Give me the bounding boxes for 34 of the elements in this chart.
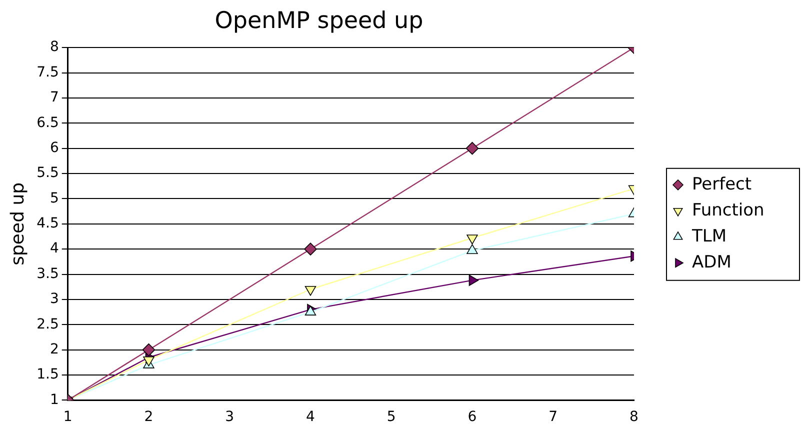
legend-label: Function <box>692 200 764 220</box>
y-tick-label: 5 <box>50 190 59 206</box>
x-tick-label: 8 <box>630 409 638 426</box>
y-tick-label: 4 <box>50 240 59 257</box>
x-tick-label: 4 <box>306 409 316 426</box>
y-tick-label: 4.5 <box>36 216 59 232</box>
legend-label: ADM <box>692 252 732 272</box>
x-tick-label: 7 <box>548 409 558 426</box>
y-tick-label: 5.5 <box>36 165 59 182</box>
y-tick-label: 7.5 <box>36 64 59 80</box>
y-tick-label: 3 <box>50 291 59 308</box>
y-tick-label: 7 <box>50 90 59 106</box>
y-axis-title: speed up <box>7 182 28 266</box>
y-tick-label: 1.5 <box>36 366 59 383</box>
x-tick-label: 3 <box>225 409 234 426</box>
x-tick-label: 1 <box>63 409 72 426</box>
chart-title: OpenMP speed up <box>214 8 424 34</box>
legend-label: TLM <box>691 226 727 246</box>
point <box>304 286 316 296</box>
x-tick-label: 6 <box>468 409 477 426</box>
x-tick-label: 2 <box>144 409 154 426</box>
y-tick-label: 3.5 <box>36 266 59 282</box>
x-tick-label: 5 <box>386 409 396 426</box>
point <box>304 242 317 256</box>
point <box>304 306 316 316</box>
y-tick-label: 2 <box>50 341 59 358</box>
y-tick-label: 8 <box>50 39 59 56</box>
y-tick-label: 6.5 <box>36 114 59 131</box>
y-tick-label: 6 <box>50 140 59 156</box>
y-tick-label: 2.5 <box>36 316 59 332</box>
legend-label: Perfect <box>692 174 752 194</box>
y-tick-label: 1 <box>50 392 59 408</box>
point <box>142 343 156 356</box>
point <box>466 234 478 244</box>
